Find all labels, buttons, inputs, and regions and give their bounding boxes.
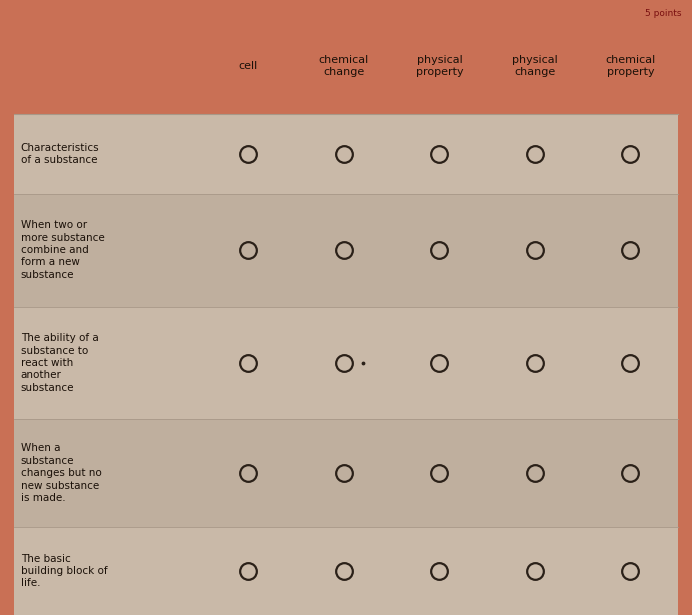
Bar [14, 114, 678, 194]
Text: When a
substance
changes but no
new substance
is made.: When a substance changes but no new subs… [21, 443, 102, 503]
Bar [14, 18, 678, 114]
Text: 5 points: 5 points [645, 9, 682, 18]
Bar [14, 419, 678, 527]
Text: physical
property: physical property [416, 55, 463, 77]
Bar [14, 194, 678, 306]
Bar [14, 527, 678, 615]
Text: cell: cell [239, 61, 258, 71]
Text: The basic
building block of
life.: The basic building block of life. [21, 554, 107, 589]
Bar [14, 306, 678, 419]
Text: The ability of a
substance to
react with
another
substance: The ability of a substance to react with… [21, 333, 98, 393]
Text: chemical
change: chemical change [319, 55, 369, 77]
Text: Characteristics
of a substance: Characteristics of a substance [21, 143, 100, 165]
Text: When two or
more substance
combine and
form a new
substance: When two or more substance combine and f… [21, 220, 104, 280]
Text: chemical
property: chemical property [606, 55, 655, 77]
Text: physical
change: physical change [512, 55, 558, 77]
